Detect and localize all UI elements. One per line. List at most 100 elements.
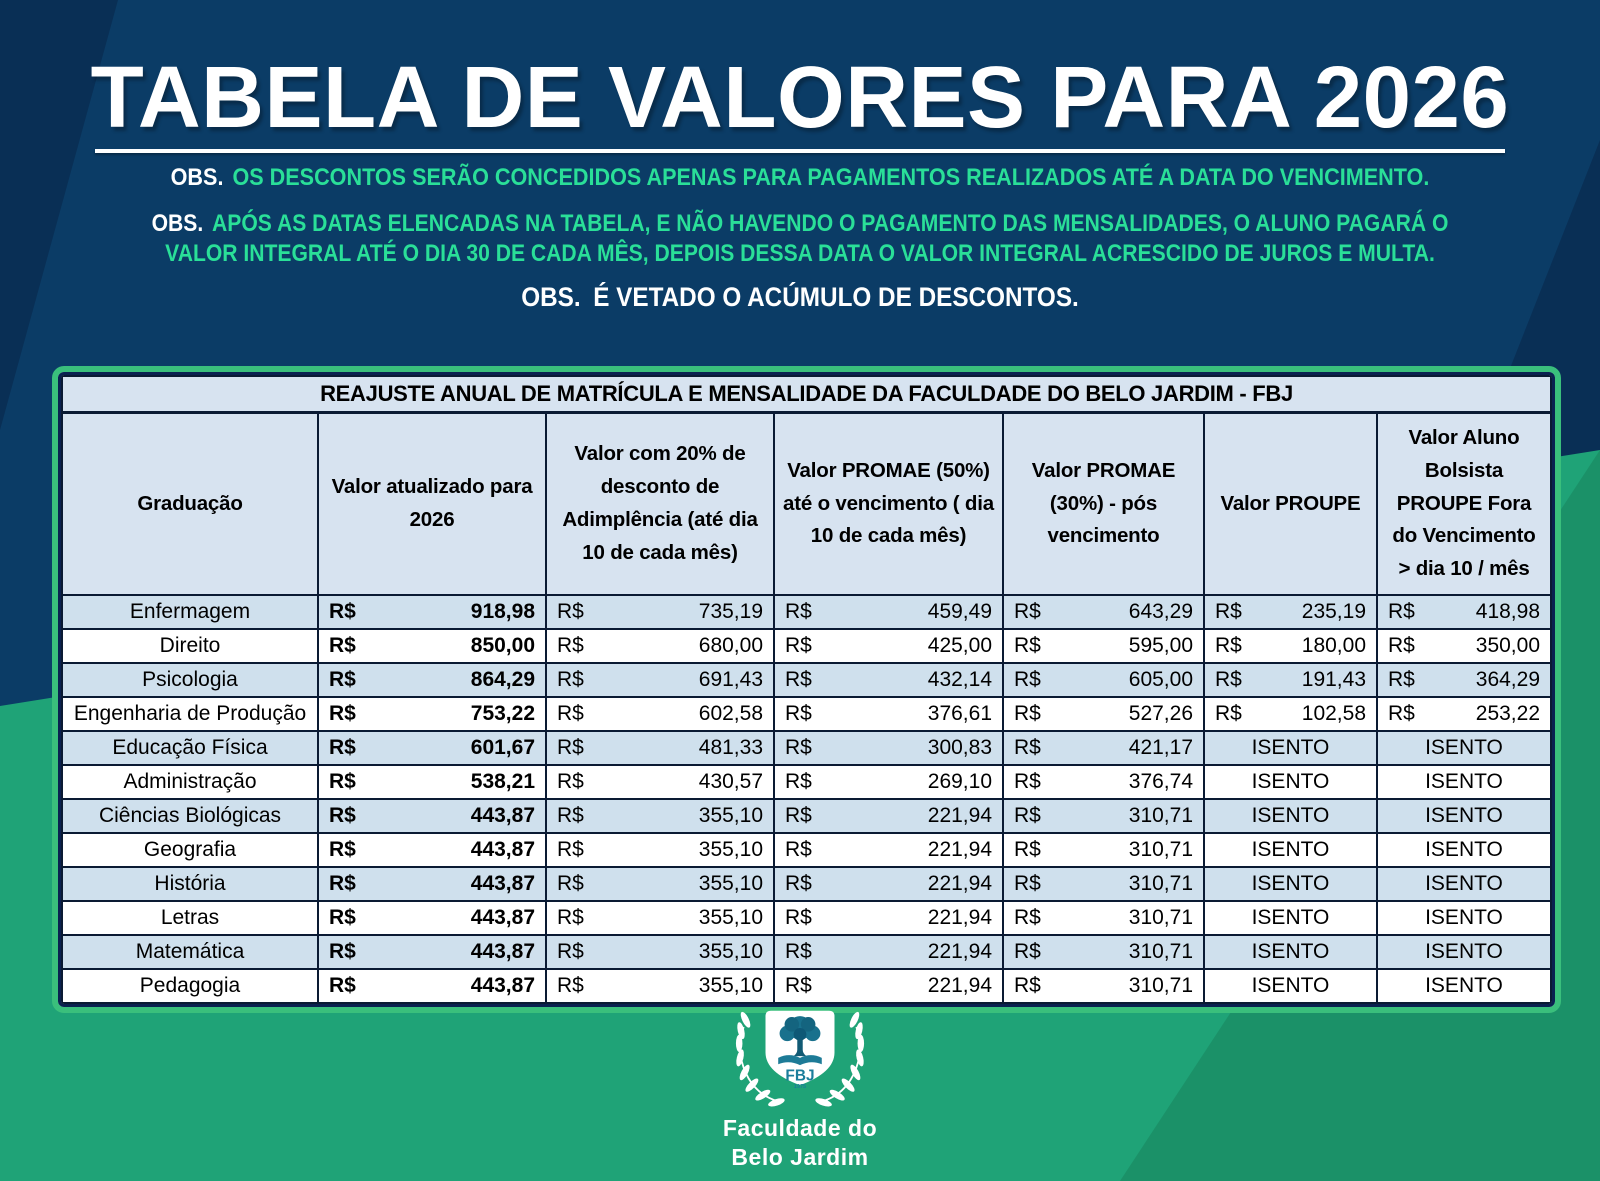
value-cell-promae-30: R$ 310,71 — [1002, 934, 1205, 970]
value-cell-promae-30: R$ 310,71 — [1002, 866, 1205, 902]
course-cell: Educação Física — [61, 730, 319, 766]
value-cell-proupe-fora: ISENTO — [1376, 764, 1552, 800]
value-cell-promae-30: R$ 376,74 — [1002, 764, 1205, 800]
value-cell-2026: R$ 601,67 — [317, 730, 547, 766]
price-table: REAJUSTE ANUAL DE MATRÍCULA E MENSALIDAD… — [52, 366, 1561, 1013]
value-cell-proupe: ISENTO — [1203, 798, 1378, 834]
table-header-row: Graduação Valor atualizado para 2026 Val… — [61, 411, 1552, 596]
value-cell-proupe: R$ 191,43 — [1203, 662, 1378, 698]
value-cell-proupe-fora: R$ 418,98 — [1376, 594, 1552, 630]
course-cell: Psicologia — [61, 662, 319, 698]
table-title-row: REAJUSTE ANUAL DE MATRÍCULA E MENSALIDAD… — [61, 375, 1552, 414]
table-row: Matemática R$ 443,87 R$ 355,10 R$ 221,94 R$… — [61, 934, 1552, 970]
logo-year-text: 1975 — [794, 1084, 806, 1090]
value-cell-desconto-20: R$ 481,33 — [545, 730, 775, 766]
tree-icon — [779, 1016, 821, 1057]
course-cell: Direito — [61, 628, 319, 664]
value-cell-2026: R$ 864,29 — [317, 662, 547, 698]
value-cell-2026: R$ 918,98 — [317, 594, 547, 630]
note-prefix: OBS. — [151, 210, 204, 237]
value-cell-proupe: ISENTO — [1203, 934, 1378, 970]
value-cell-proupe-fora: ISENTO — [1376, 730, 1552, 766]
value-cell-promae-50: R$ 300,83 — [773, 730, 1004, 766]
note-prefix: OBS. — [170, 164, 224, 191]
title-underline — [95, 149, 1505, 153]
value-cell-desconto-20: R$ 355,10 — [545, 798, 775, 834]
column-header-valor-2026: Valor atualizado para 2026 — [317, 411, 547, 596]
value-cell-proupe: ISENTO — [1203, 866, 1378, 902]
value-cell-promae-30: R$ 595,00 — [1002, 628, 1205, 664]
value-cell-desconto-20: R$ 355,10 — [545, 900, 775, 936]
value-cell-promae-30: R$ 527,26 — [1002, 696, 1205, 732]
table-row: Pedagogia R$ 443,87 R$ 355,10 R$ 221,94 R$ 3… — [61, 968, 1552, 1004]
value-cell-desconto-20: R$ 355,10 — [545, 832, 775, 868]
table-row: Educação Física R$ 601,67 R$ 481,33 R$ 300,… — [61, 730, 1552, 766]
value-cell-proupe-fora: ISENTO — [1376, 968, 1552, 1004]
page-title: TABELA DE VALORES PARA 2026 — [90, 49, 1510, 146]
value-cell-desconto-20: R$ 430,57 — [545, 764, 775, 800]
value-cell-desconto-20: R$ 735,19 — [545, 594, 775, 630]
value-cell-promae-50: R$ 432,14 — [773, 662, 1004, 698]
value-cell-promae-50: R$ 269,10 — [773, 764, 1004, 800]
note-discounts: OBS. OS DESCONTOS SERÃO CONCEDIDOS APENAS… — [80, 164, 1520, 192]
value-cell-proupe-fora: R$ 364,29 — [1376, 662, 1552, 698]
value-cell-2026: R$ 850,00 — [317, 628, 547, 664]
value-cell-2026: R$ 538,21 — [317, 764, 547, 800]
value-cell-promae-30: R$ 310,71 — [1002, 900, 1205, 936]
value-cell-2026: R$ 443,87 — [317, 798, 547, 834]
value-cell-promae-50: R$ 425,00 — [773, 628, 1004, 664]
table-body: Enfermagem R$ 918,98 R$ 735,19 R$ 459,49 R$… — [61, 594, 1552, 1004]
course-cell: História — [61, 866, 319, 902]
value-cell-desconto-20: R$ 602,58 — [545, 696, 775, 732]
value-cell-proupe: ISENTO — [1203, 968, 1378, 1004]
value-cell-promae-50: R$ 221,94 — [773, 968, 1004, 1004]
value-cell-proupe-fora: R$ 253,22 — [1376, 696, 1552, 732]
column-header-proupe: Valor PROUPE — [1203, 411, 1378, 596]
column-header-promae-50: Valor PROMAE (50%) até o vencimento ( di… — [773, 411, 1004, 596]
table-row: Letras R$ 443,87 R$ 355,10 R$ 221,94 R$ 310,… — [61, 900, 1552, 936]
organization-name-line1: Faculdade do — [722, 1115, 878, 1141]
table-row: Psicologia R$ 864,29 R$ 691,43 R$ 432,14 R$… — [61, 662, 1552, 698]
fbj-logo: FBJ 1975 — [735, 1010, 865, 1107]
value-cell-proupe-fora: ISENTO — [1376, 798, 1552, 834]
value-cell-desconto-20: R$ 355,10 — [545, 866, 775, 902]
book-icon — [778, 1055, 822, 1066]
table-row: Administração R$ 538,21 R$ 430,57 R$ 269,10… — [61, 764, 1552, 800]
value-cell-proupe-fora: R$ 350,00 — [1376, 628, 1552, 664]
note-no-cumulative-discounts: OBS. É VETADO O ACÚMULO DE DESCONTOS. — [80, 282, 1520, 313]
table-row: História R$ 443,87 R$ 355,10 R$ 221,94 R$ 31… — [61, 866, 1552, 902]
course-cell: Geografia — [61, 832, 319, 868]
value-cell-desconto-20: R$ 680,00 — [545, 628, 775, 664]
note-text: OS DESCONTOS SERÃO CONCEDIDOS APENAS PAR… — [232, 164, 1430, 191]
laurel-wreath-left-icon — [735, 1011, 785, 1107]
tuition-table: REAJUSTE ANUAL DE MATRÍCULA E MENSALIDAD… — [61, 375, 1552, 1004]
value-cell-proupe: R$ 180,00 — [1203, 628, 1378, 664]
value-cell-2026: R$ 443,87 — [317, 934, 547, 970]
logo-acronym-text: FBJ — [785, 1068, 814, 1085]
value-cell-2026: R$ 443,87 — [317, 866, 547, 902]
value-cell-promae-30: R$ 421,17 — [1002, 730, 1205, 766]
price-table-inner-frame: REAJUSTE ANUAL DE MATRÍCULA E MENSALIDAD… — [58, 372, 1555, 1007]
course-cell: Administração — [61, 764, 319, 800]
value-cell-promae-30: R$ 310,71 — [1002, 968, 1205, 1004]
value-cell-2026: R$ 443,87 — [317, 968, 547, 1004]
value-cell-promae-50: R$ 221,94 — [773, 900, 1004, 936]
value-cell-proupe: ISENTO — [1203, 900, 1378, 936]
value-cell-promae-30: R$ 310,71 — [1002, 798, 1205, 834]
value-cell-proupe-fora: ISENTO — [1376, 866, 1552, 902]
value-cell-proupe-fora: ISENTO — [1376, 900, 1552, 936]
note-late-payment: OBS. APÓS AS DATAS ELENCADAS NA TABELA, E… — [114, 209, 1487, 269]
note-prefix: OBS. — [521, 282, 581, 312]
column-header-graduacao: Graduação — [61, 411, 319, 596]
value-cell-promae-30: R$ 310,71 — [1002, 832, 1205, 868]
value-cell-desconto-20: R$ 355,10 — [545, 968, 775, 1004]
value-cell-2026: R$ 753,22 — [317, 696, 547, 732]
laurel-wreath-right-icon — [815, 1011, 865, 1107]
value-cell-2026: R$ 443,87 — [317, 832, 547, 868]
table-row: Direito R$ 850,00 R$ 680,00 R$ 425,00 R$ 595… — [61, 628, 1552, 664]
value-cell-proupe: R$ 102,58 — [1203, 696, 1378, 732]
course-cell: Matemática — [61, 934, 319, 970]
note-text: É VETADO O ACÚMULO DE DESCONTOS. — [593, 282, 1079, 312]
column-header-proupe-fora: Valor Aluno Bolsista PROUPE Fora do Venc… — [1376, 411, 1552, 596]
